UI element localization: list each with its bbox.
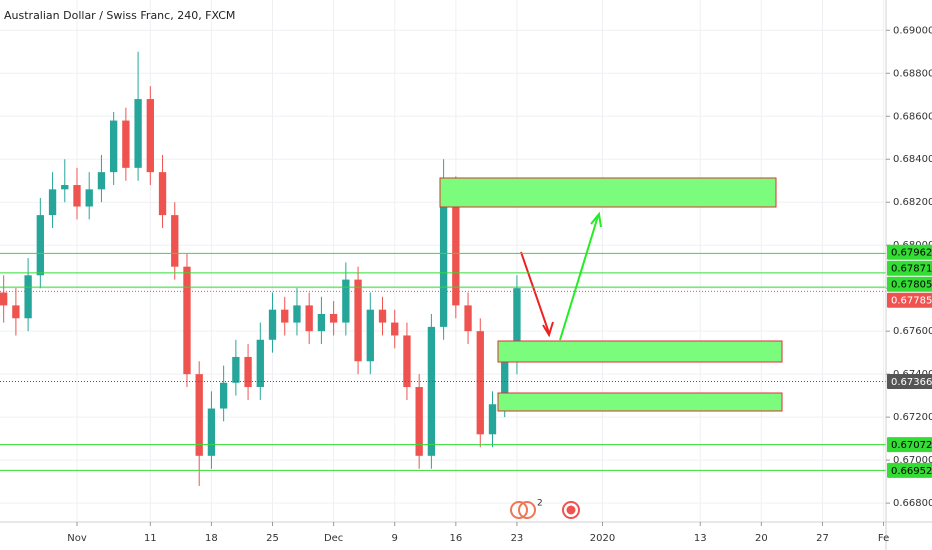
chart-title: Australian Dollar / Swiss Franc, 240, FX…: [4, 9, 235, 22]
x-tick-label: 25: [266, 533, 279, 544]
price-tag: [887, 462, 932, 478]
candle-body: [122, 120, 130, 168]
candle-body: [171, 215, 179, 267]
event-icon[interactable]: [510, 501, 528, 519]
x-tick-label: 20: [755, 533, 768, 544]
candle-body: [73, 185, 81, 207]
candle-body: [391, 322, 399, 336]
x-tick-label: Nov: [67, 533, 87, 544]
candle-body: [415, 387, 423, 456]
candle-body: [134, 99, 142, 168]
candle-body: [403, 335, 411, 388]
price-tags: 0.67962 0.67871 0.67805 0.67785 0.67366 0.670…: [887, 244, 932, 478]
candle-body: [427, 326, 436, 456]
event-icon[interactable]: [562, 501, 580, 519]
candle-body: [378, 309, 387, 323]
x-tick-label: 18: [205, 533, 218, 544]
price-tag: [887, 244, 932, 260]
candle-body: [232, 356, 240, 383]
candle-body: [207, 408, 216, 456]
zone: [439, 177, 777, 208]
candle-body: [464, 305, 472, 332]
candle-body: [244, 356, 252, 388]
candle-body: [488, 404, 497, 435]
y-tick-label: 0.67200: [893, 412, 932, 423]
event-icon[interactable]: [518, 501, 536, 519]
x-tick-label: 13: [694, 533, 707, 544]
price-tag: [887, 373, 932, 389]
candle-body: [452, 189, 460, 306]
candle-body: [61, 185, 69, 190]
candle-body: [36, 215, 44, 276]
arrow-up: [559, 211, 602, 341]
candle-body: [281, 309, 289, 323]
candle-body: [476, 331, 484, 435]
event-count: 2: [537, 499, 543, 509]
price-tag: [887, 292, 932, 308]
y-tick-label: 0.69000: [893, 25, 932, 36]
candle-body: [12, 305, 20, 319]
x-tick-label: 27: [816, 533, 829, 544]
x-tick-label: 16: [449, 533, 462, 544]
candle-body: [268, 309, 277, 340]
arrow-down: [520, 251, 554, 338]
price-tag: [887, 260, 932, 276]
x-tick-label: 9: [392, 533, 398, 544]
y-tick-label: 0.68400: [893, 154, 932, 165]
candle-body: [97, 172, 106, 190]
y-tick-label: 0.66800: [893, 498, 932, 509]
candle-body: [109, 120, 118, 173]
y-tick-label: 0.67600: [893, 326, 932, 337]
y-tick-label: 0.68200: [893, 197, 932, 208]
zone: [497, 340, 783, 363]
x-tick-label: Fe: [878, 533, 889, 544]
candle-body: [183, 266, 191, 375]
price-lines: [0, 252, 886, 471]
candle-body: [342, 279, 350, 323]
candle-body: [317, 313, 326, 332]
candle-body: [305, 305, 313, 332]
candle-body: [501, 361, 509, 405]
price-tag-label: 0.67072: [891, 440, 932, 451]
candle-body: [256, 339, 264, 388]
candle-body: [24, 275, 32, 319]
x-tick-label: 2020: [590, 533, 615, 544]
price-tag-label: 0.67871: [891, 264, 932, 275]
candle-body: [354, 279, 362, 362]
price-tag: [887, 276, 932, 292]
y-tick-label: 0.68800: [893, 68, 932, 79]
price-tag: [887, 437, 932, 453]
price-tag-label: 0.67962: [891, 248, 932, 259]
candle-body: [329, 313, 338, 323]
candle-body: [48, 189, 57, 216]
zone: [497, 392, 783, 412]
price-tag-label: 0.67785: [891, 296, 932, 307]
candle-body: [293, 305, 301, 323]
x-tick-label: 23: [511, 533, 524, 544]
candle-body: [0, 292, 8, 306]
candle-body: [219, 382, 228, 409]
event-icon-dot: [566, 505, 576, 515]
y-tick-label: 0.67000: [893, 455, 932, 466]
candle-body: [146, 99, 154, 173]
price-tag-label: 0.67366: [891, 377, 932, 388]
y-tick-label: 0.68600: [893, 111, 932, 122]
x-tick-label: 11: [144, 533, 157, 544]
candle-body: [439, 189, 448, 327]
price-tag-label: 0.67805: [891, 280, 932, 291]
price-tag-label: 0.66952: [891, 466, 932, 477]
x-tick-label: Dec: [324, 533, 343, 544]
grid: [0, 0, 886, 522]
candle-body: [195, 374, 203, 456]
candle-body: [85, 189, 93, 207]
candle-body: [513, 288, 521, 362]
candle-body: [366, 309, 374, 362]
candle-body: [158, 172, 167, 216]
